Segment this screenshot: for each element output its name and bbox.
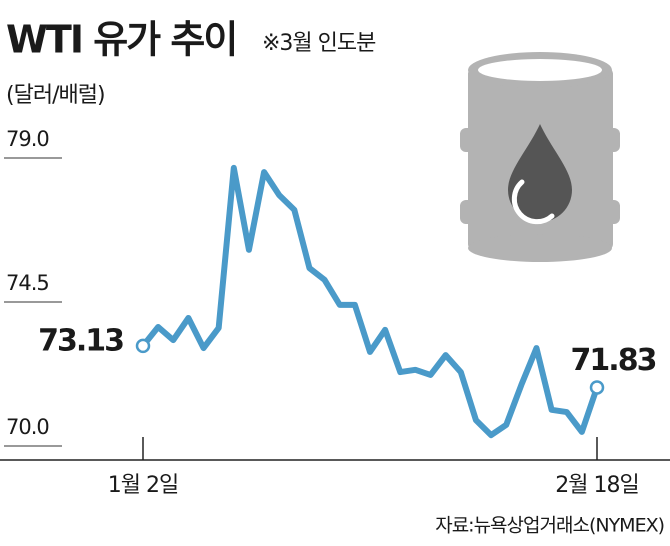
y-tick-label: 74.5 <box>6 271 49 295</box>
y-tick-label: 70.0 <box>6 415 49 439</box>
value-label: 73.13 <box>38 323 123 358</box>
chart-subtitle: ※3월 인도분 <box>262 31 376 56</box>
value-label: 71.83 <box>571 343 656 378</box>
x-tick-label: 2월 18일 <box>555 473 638 498</box>
y-tick-label: 79.0 <box>6 127 49 151</box>
barrel-icon <box>460 52 620 262</box>
source: 자료:뉴욕상업거래소(NYMEX) <box>435 515 664 537</box>
chart-title: WTI 유가 추이 <box>6 18 236 62</box>
line <box>140 164 600 439</box>
x-tick-label: 1월 2일 <box>108 473 178 498</box>
y-axis-label: (달러/배럴) <box>6 83 105 108</box>
end-marker <box>135 338 151 354</box>
end-marker <box>589 380 605 395</box>
